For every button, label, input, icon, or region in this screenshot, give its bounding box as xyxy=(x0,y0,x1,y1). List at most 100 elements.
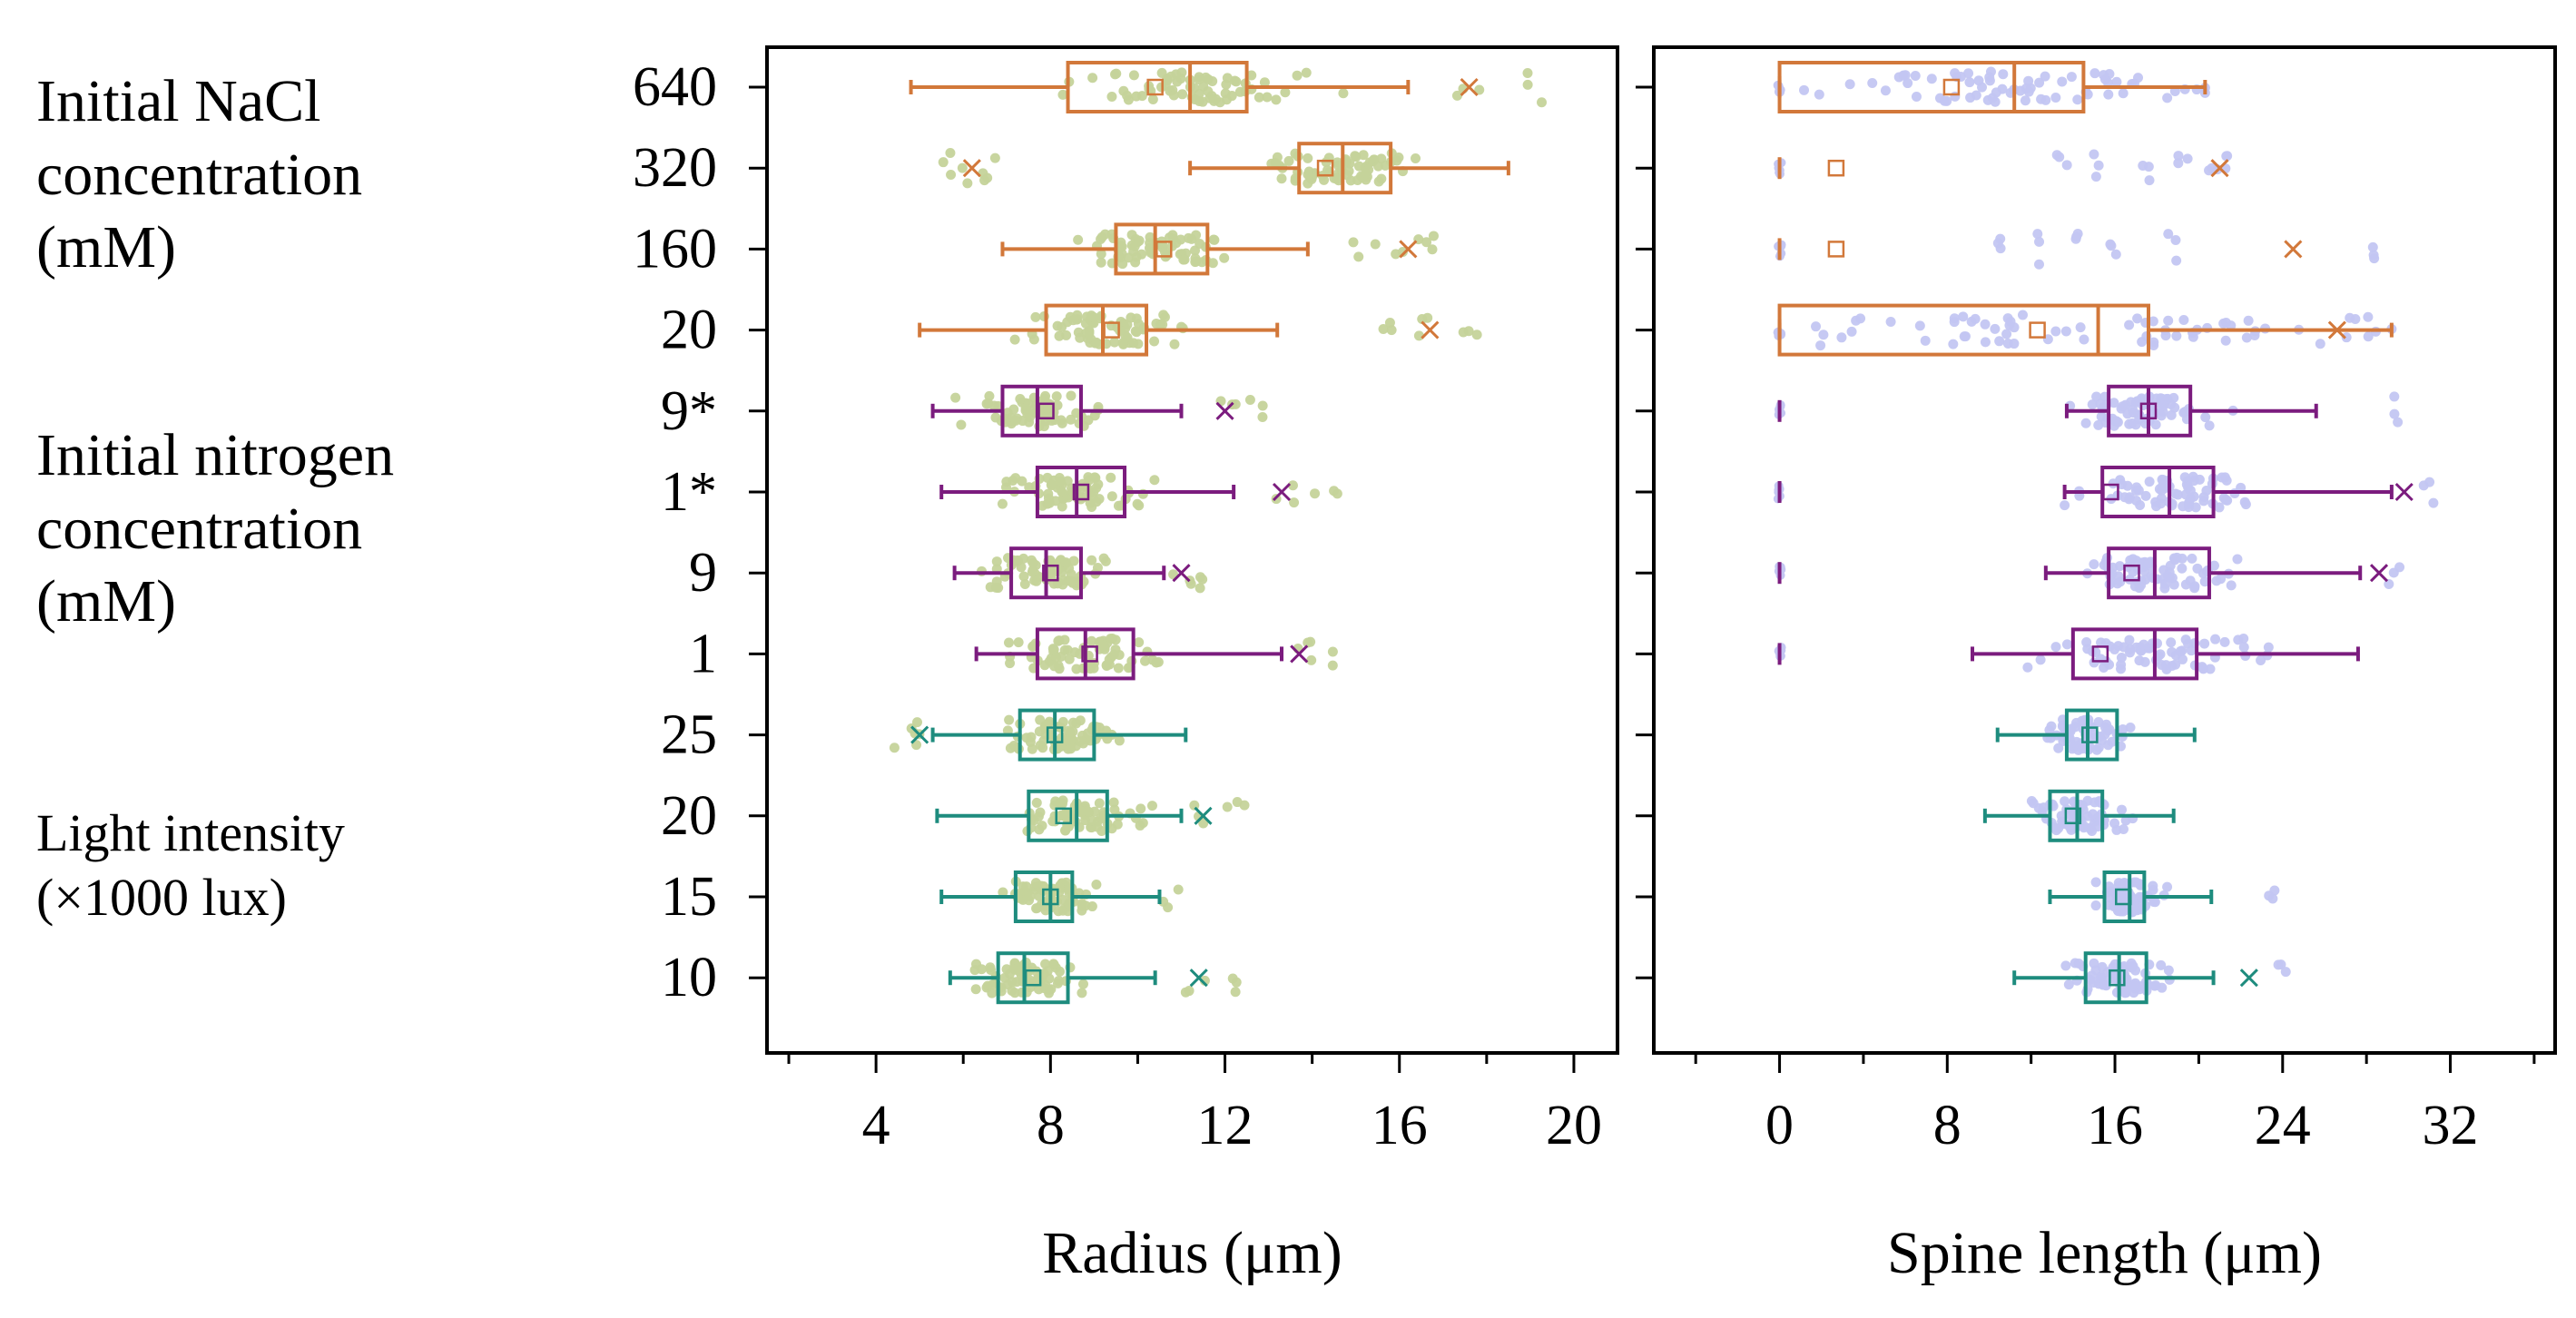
data-point xyxy=(2125,722,2136,733)
data-point xyxy=(1048,959,1059,969)
data-point xyxy=(1090,472,1101,483)
data-point xyxy=(1179,254,1190,265)
data-point xyxy=(1053,635,1064,646)
box xyxy=(2102,870,2147,923)
data-point xyxy=(1417,313,1428,324)
data-point xyxy=(1114,649,1125,660)
data-point xyxy=(1411,153,1421,164)
data-point xyxy=(2002,338,2013,349)
data-point xyxy=(1083,415,1094,426)
mean-marker xyxy=(1827,159,1845,177)
data-point xyxy=(1112,819,1123,830)
data-point xyxy=(2089,559,2099,570)
data-point xyxy=(1123,252,1134,263)
data-point xyxy=(1351,152,1362,162)
category-label: 10 xyxy=(661,947,717,1008)
data-point xyxy=(997,498,1008,509)
data-point xyxy=(1015,394,1026,405)
x-tick-label: 32 xyxy=(2423,1095,2479,1156)
data-point xyxy=(2053,743,2064,753)
data-point xyxy=(1428,231,1439,241)
data-point xyxy=(2036,93,2047,104)
data-point xyxy=(2162,881,2173,892)
data-point xyxy=(2217,472,2227,483)
data-point xyxy=(1186,233,1197,244)
data-point xyxy=(2070,233,2081,244)
x-tick-label: 20 xyxy=(1546,1095,1602,1156)
mean-marker xyxy=(1024,969,1042,987)
mean-marker xyxy=(1146,78,1164,96)
data-point xyxy=(2197,568,2208,579)
data-point xyxy=(1027,641,1038,652)
data-point xyxy=(2169,402,2180,413)
category-labels: 640 320 160 20 9* 1* 9 1 25 20 15 10 xyxy=(633,56,717,1008)
data-point xyxy=(2173,151,2184,162)
x-tick-label: 8 xyxy=(1037,1095,1065,1156)
data-point xyxy=(2118,401,2129,412)
data-point xyxy=(1271,94,1282,105)
mean-marker xyxy=(1942,78,1961,96)
data-point xyxy=(2208,560,2219,571)
data-point xyxy=(1197,574,1208,585)
data-point xyxy=(1231,76,1242,87)
data-point xyxy=(1082,806,1093,817)
data-point xyxy=(1002,408,1013,418)
data-point xyxy=(1140,655,1151,666)
data-point xyxy=(1087,492,1098,503)
data-point xyxy=(2138,160,2148,171)
data-point xyxy=(1292,70,1303,81)
category-label: 640 xyxy=(633,56,717,118)
data-point xyxy=(2155,649,2166,660)
data-point xyxy=(2165,560,2176,571)
data-point xyxy=(1131,313,1142,324)
data-point xyxy=(2189,581,2200,592)
data-point xyxy=(984,390,995,401)
data-point xyxy=(2168,392,2179,403)
data-point xyxy=(2221,151,2232,162)
data-point xyxy=(1310,488,1321,499)
data-point xyxy=(982,980,993,991)
data-point xyxy=(1991,87,2001,98)
data-point xyxy=(970,984,981,995)
data-point xyxy=(1105,634,1116,644)
data-point xyxy=(2393,417,2404,428)
data-point xyxy=(1031,903,1042,914)
data-point xyxy=(2085,974,2096,985)
data-point xyxy=(2197,663,2208,674)
data-point xyxy=(1038,735,1049,746)
data-point xyxy=(1108,797,1119,808)
category-label: 25 xyxy=(661,704,717,766)
data-point xyxy=(1097,640,1108,651)
data-point xyxy=(1914,320,1925,331)
data-point xyxy=(1057,487,1067,497)
data-point xyxy=(1244,394,1255,405)
box xyxy=(1000,384,1083,438)
box xyxy=(2064,708,2119,762)
data-point xyxy=(1019,578,1030,589)
data-point xyxy=(2060,796,2070,807)
box xyxy=(1044,303,1149,357)
data-point xyxy=(1222,802,1233,812)
data-point xyxy=(1977,82,1988,93)
data-point xyxy=(1024,482,1035,493)
data-point xyxy=(2061,160,2072,171)
data-point xyxy=(2063,979,2074,990)
data-point xyxy=(1008,741,1019,752)
data-point xyxy=(2060,326,2071,337)
data-point xyxy=(1353,251,1364,262)
extreme-marker xyxy=(1460,77,1479,97)
data-point xyxy=(2110,249,2121,260)
data-point xyxy=(2162,93,2173,103)
data-point xyxy=(2097,961,2108,972)
data-point xyxy=(2389,391,2400,402)
data-point xyxy=(1073,234,1084,245)
x-tick-label: 24 xyxy=(2255,1095,2311,1156)
mean-marker xyxy=(2081,726,2099,743)
mean-marker xyxy=(1042,564,1059,582)
extreme-marker xyxy=(2327,320,2346,339)
data-point xyxy=(2226,320,2237,331)
data-point xyxy=(1301,67,1312,78)
data-point xyxy=(2111,416,2122,427)
data-point xyxy=(1900,70,1911,81)
data-point xyxy=(2081,636,2092,647)
